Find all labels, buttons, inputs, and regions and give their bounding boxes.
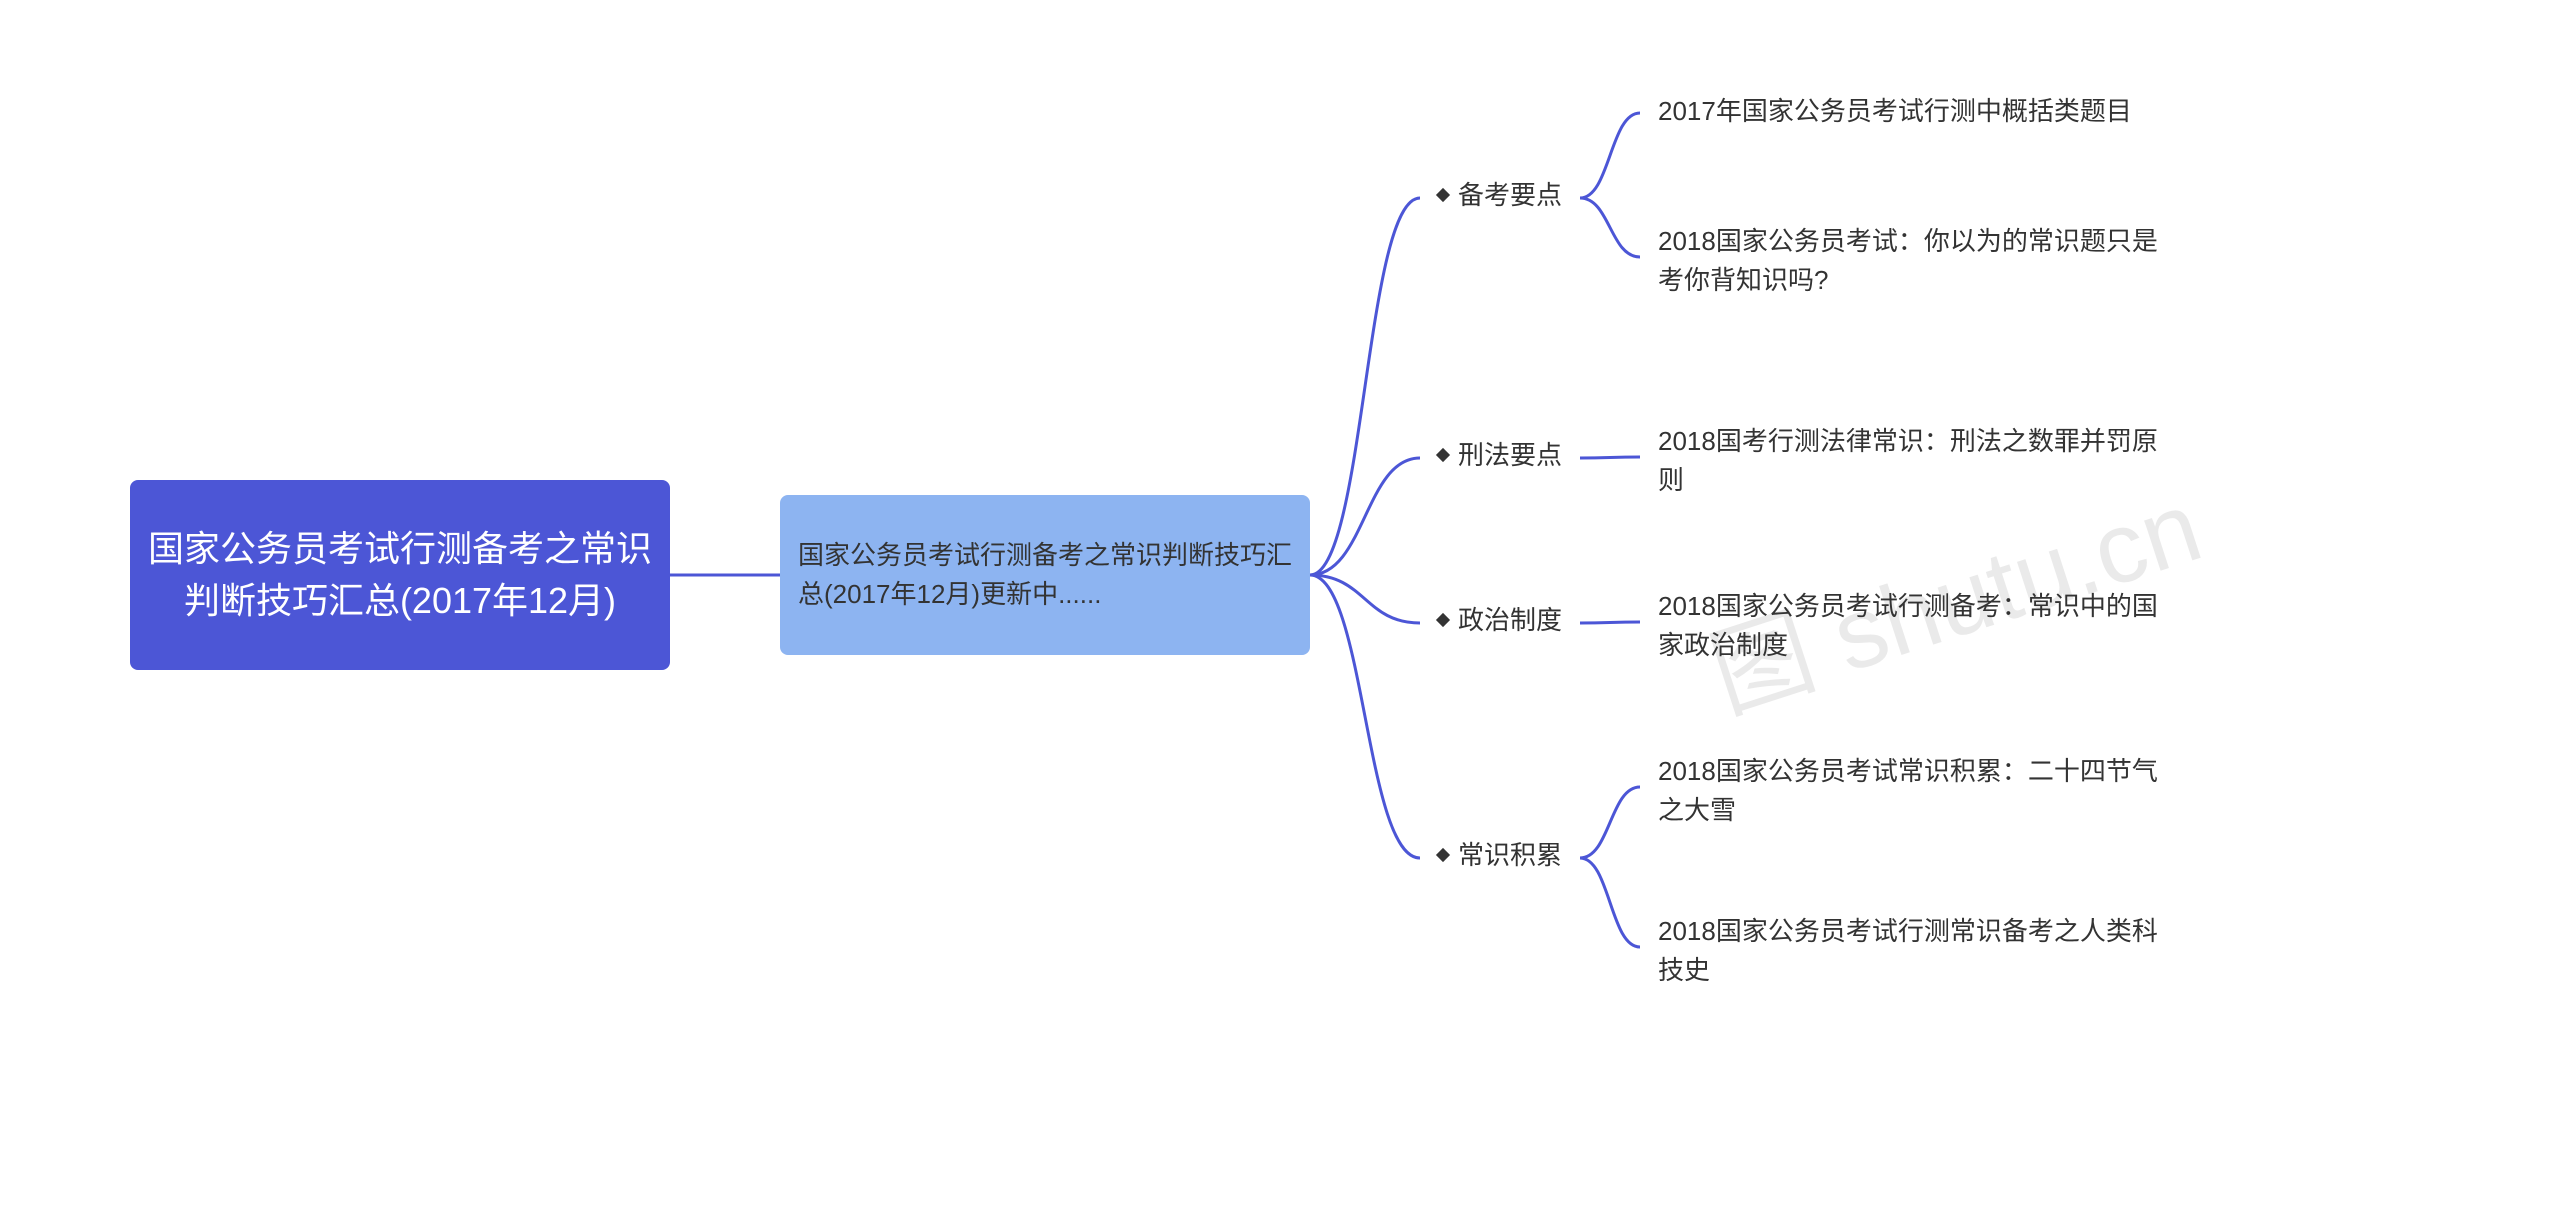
leaf-label: 2018国考行测法律常识：刑法之数罪并罚原则 bbox=[1658, 422, 2182, 500]
leaf-criminal-law-topic: 2018国考行测法律常识：刑法之数罪并罚原则 bbox=[1640, 410, 2200, 512]
leaf-label: 2018国家公务员考试行测备考：常识中的国家政治制度 bbox=[1658, 587, 2182, 665]
branch-exam-points: 备考要点 bbox=[1420, 165, 1580, 225]
leaf-2017-summary: 2017年国家公务员考试行测中概括类题目 bbox=[1640, 80, 2200, 143]
root-node: 国家公务员考试行测备考之常识判断技巧汇总(2017年12月) bbox=[130, 480, 670, 670]
branch-label: 常识积累 bbox=[1458, 837, 1562, 873]
branch-label: 刑法要点 bbox=[1458, 437, 1562, 473]
leaf-label: 2018国家公务员考试：你以为的常识题只是考你背知识吗? bbox=[1658, 222, 2182, 300]
diamond-icon bbox=[1436, 613, 1450, 627]
leaf-political-system-topic: 2018国家公务员考试行测备考：常识中的国家政治制度 bbox=[1640, 575, 2200, 677]
diamond-icon bbox=[1436, 448, 1450, 462]
leaf-label: 2018国家公务员考试行测常识备考之人类科技史 bbox=[1658, 912, 2182, 990]
sub-label: 国家公务员考试行测备考之常识判断技巧汇总(2017年12月)更新中...... bbox=[798, 536, 1292, 614]
diamond-icon bbox=[1436, 848, 1450, 862]
leaf-solar-terms: 2018国家公务员考试常识积累：二十四节气之大雪 bbox=[1640, 740, 2200, 842]
branch-label: 备考要点 bbox=[1458, 177, 1562, 213]
branch-criminal-law: 刑法要点 bbox=[1420, 425, 1580, 485]
leaf-2018-common-sense-q: 2018国家公务员考试：你以为的常识题只是考你背知识吗? bbox=[1640, 210, 2200, 312]
diamond-icon bbox=[1436, 188, 1450, 202]
branch-knowledge-accumulation: 常识积累 bbox=[1420, 825, 1580, 885]
branch-label: 政治制度 bbox=[1458, 602, 1562, 638]
leaf-tech-history: 2018国家公务员考试行测常识备考之人类科技史 bbox=[1640, 900, 2200, 1002]
branch-political-system: 政治制度 bbox=[1420, 590, 1580, 650]
leaf-label: 2018国家公务员考试常识积累：二十四节气之大雪 bbox=[1658, 752, 2182, 830]
root-label: 国家公务员考试行测备考之常识判断技巧汇总(2017年12月) bbox=[148, 523, 652, 627]
sub-node: 国家公务员考试行测备考之常识判断技巧汇总(2017年12月)更新中...... bbox=[780, 495, 1310, 655]
leaf-label: 2017年国家公务员考试行测中概括类题目 bbox=[1658, 92, 2132, 131]
